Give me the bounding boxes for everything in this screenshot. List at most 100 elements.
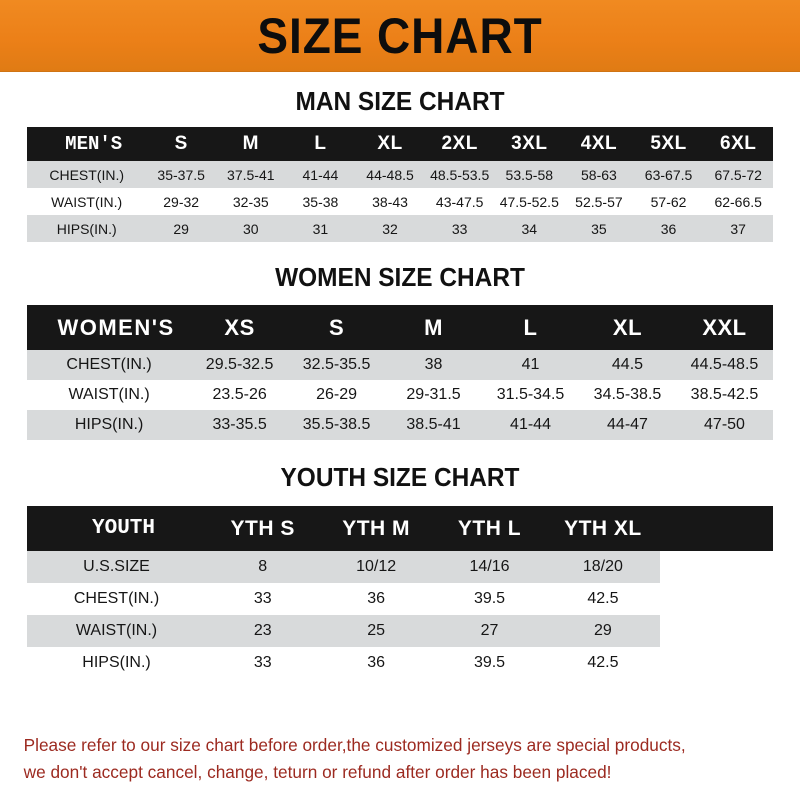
man-row-label: WAIST(IN.) [51, 193, 123, 210]
table-row: HIPS(IN.) 33 36 39.5 42.5 [27, 647, 773, 679]
youth-cell-empty [659, 583, 773, 615]
youth-size-header-yth-s: YTH S [230, 516, 295, 540]
women-row-label: WAIST(IN.) [68, 386, 150, 403]
man-cell: 62-66.5 [714, 193, 762, 210]
man-cell: 67.5-72 [714, 166, 762, 183]
disclaimer-line-1: Please refer to our size chart before or… [23, 734, 686, 755]
youth-cell: 8 [258, 558, 268, 575]
man-cell: 35-38 [302, 193, 339, 210]
page-banner: SIZE CHART [0, 0, 800, 72]
women-cell: 26-29 [316, 386, 358, 403]
man-section-title: MAN SIZE CHART [295, 86, 505, 116]
man-brand-label: MEN'S [65, 133, 123, 155]
man-size-header-6xl: 6XL [720, 133, 757, 154]
man-size-header-s: S [174, 133, 188, 154]
man-cell: 53.5-58 [505, 166, 554, 183]
women-cell: 23.5-26 [212, 386, 267, 403]
man-cell: 48.5-53.5 [430, 166, 490, 183]
man-size-header-3xl: 3XL [511, 133, 548, 154]
women-cell: 44.5 [611, 356, 644, 373]
table-row: WAIST(IN.) 23 25 27 29 [27, 615, 773, 647]
youth-cell: 14/16 [469, 558, 510, 575]
youth-cell: 33 [253, 590, 272, 607]
women-table-body: WOMEN'S XS S M L XL XXL CHEST(IN.) 29.5-32.5 32.5… [27, 305, 773, 440]
table-row: WAIST(IN.) 23.5-26 26-29 29-31.5 31.5-34.5 34… [27, 380, 773, 410]
youth-chart-wrapper: YOUTH YTH S YTH M YTH L YTH XL U.S.SIZE 8 10/12… [0, 506, 800, 679]
women-cell: 35.5-38.5 [302, 416, 371, 433]
youth-cell: 33 [253, 654, 272, 671]
table-row: CHEST(IN.) 29.5-32.5 32.5-35.5 38 41 44.5 44.5… [27, 350, 773, 380]
youth-cell: 23 [253, 622, 272, 639]
table-row: HIPS(IN.) 33-35.5 35.5-38.5 38.5-41 41-44 44-… [27, 410, 773, 440]
youth-cell: 10/12 [356, 558, 397, 575]
man-row-label: HIPS(IN.) [56, 220, 117, 237]
women-size-header-l: L [523, 314, 538, 340]
youth-cell-empty [659, 615, 773, 647]
youth-size-header-yth-l: YTH L [457, 516, 522, 540]
man-size-header-xl: XL [377, 133, 403, 154]
man-cell: 63-67.5 [644, 166, 693, 183]
women-cell: 38.5-42.5 [690, 386, 759, 403]
man-cell: 41-44 [302, 166, 339, 183]
man-cell: 43-47.5 [435, 193, 484, 210]
youth-cell: 27 [480, 622, 499, 639]
man-table-body: MEN'S S M L XL 2XL 3XL 4XL 5XL 6XL CHEST(IN.) 35-37… [27, 127, 773, 242]
women-cell: 34.5-38.5 [593, 386, 662, 403]
women-cell: 32.5-35.5 [302, 356, 371, 373]
youth-row-label: CHEST(IN.) [73, 590, 160, 607]
man-cell: 44-48.5 [366, 166, 414, 183]
man-cell: 29 [173, 220, 189, 237]
women-cell: 38.5-41 [406, 416, 461, 433]
man-cell: 38-43 [372, 193, 408, 210]
man-cell: 57-62 [650, 193, 687, 210]
youth-row-label: WAIST(IN.) [75, 622, 158, 639]
women-cell: 31.5-34.5 [496, 386, 565, 403]
youth-cell: 25 [367, 622, 386, 639]
man-size-header-l: L [314, 133, 327, 154]
man-row-label: CHEST(IN.) [49, 166, 125, 183]
man-chart-wrapper: MEN'S S M L XL 2XL 3XL 4XL 5XL 6XL CHEST(IN.) 35-37… [0, 127, 800, 242]
youth-header-filler [660, 506, 773, 551]
women-size-header-xs: XS [224, 314, 255, 340]
women-size-header-s: S [328, 314, 345, 340]
women-size-header-xl: XL [612, 314, 643, 340]
man-cell: 47.5-52.5 [499, 193, 559, 210]
women-cell: 29.5-32.5 [205, 356, 274, 373]
women-cell: 44.5-48.5 [690, 356, 759, 373]
man-cell: 58-63 [581, 166, 617, 183]
women-cell: 44-47 [607, 416, 648, 433]
youth-cell: 29 [594, 622, 612, 639]
man-cell: 36 [660, 220, 677, 237]
women-size-header-xxl: XXL [702, 314, 747, 340]
man-table-header-row: MEN'S S M L XL 2XL 3XL 4XL 5XL 6XL [27, 127, 773, 161]
man-cell: 29-32 [163, 193, 200, 210]
disclaimer-note: Please refer to our size chart before or… [0, 732, 788, 786]
women-row-label: HIPS(IN.) [74, 416, 144, 433]
man-cell: 33 [451, 220, 468, 237]
youth-cell: 36 [367, 654, 386, 671]
youth-cell: 39.5 [473, 590, 506, 607]
women-size-header-m: M [424, 314, 443, 340]
youth-size-header-yth-m: YTH M [342, 516, 411, 540]
women-row-label: CHEST(IN.) [66, 356, 152, 373]
man-cell: 32-35 [232, 193, 269, 210]
women-cell: 33-35.5 [212, 416, 267, 433]
page-title: SIZE CHART [257, 7, 543, 64]
women-cell: 47-50 [704, 416, 745, 433]
youth-row-label: U.S.SIZE [83, 558, 150, 575]
table-row: WAIST(IN.) 29-32 32-35 35-38 38-43 43-47.5 47.… [27, 188, 773, 215]
women-size-table: WOMEN'S XS S M L XL XXL CHEST(IN.) 29.5-32.5 32.5… [27, 305, 773, 440]
table-row: HIPS(IN.) 29 30 31 32 33 34 35 36 37 [27, 215, 773, 242]
women-brand-label: WOMEN'S [57, 314, 175, 340]
man-cell: 34 [521, 220, 538, 237]
man-cell: 37 [730, 220, 746, 237]
women-chart-wrapper: WOMEN'S XS S M L XL XXL CHEST(IN.) 29.5-32.5 32.5… [0, 305, 800, 440]
youth-cell-empty [659, 551, 773, 583]
man-size-header-5xl: 5XL [650, 133, 687, 154]
man-cell: 37.5-41 [227, 166, 275, 183]
table-row: CHEST(IN.) 35-37.5 37.5-41 41-44 44-48.5 48.5… [27, 161, 773, 188]
youth-size-header-yth-xl: YTH XL [564, 516, 642, 540]
women-cell: 41 [521, 356, 540, 373]
youth-cell: 18/20 [582, 558, 623, 575]
